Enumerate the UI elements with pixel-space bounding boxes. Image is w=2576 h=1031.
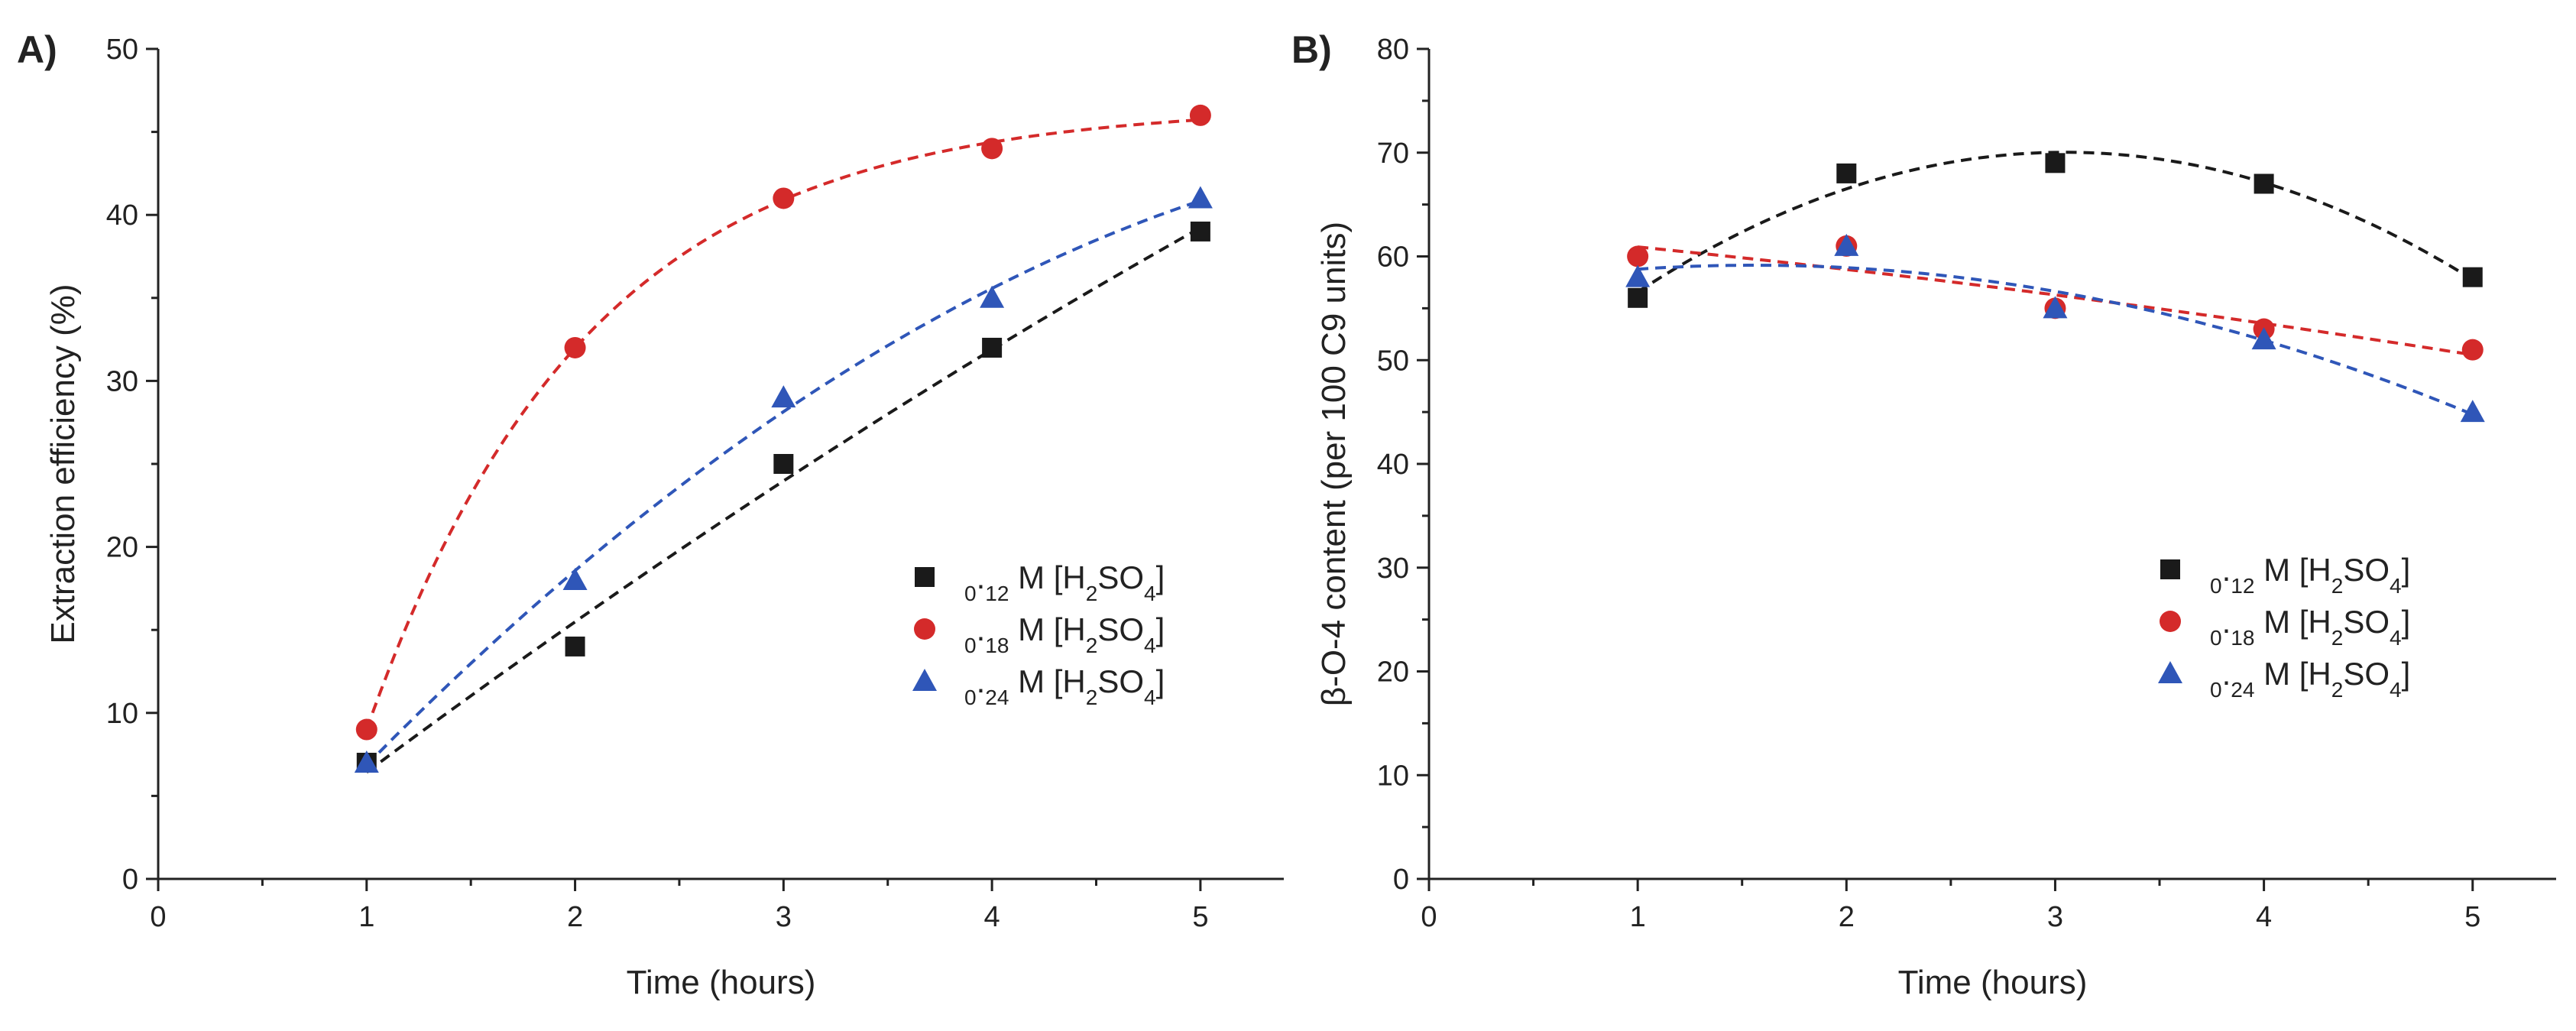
panel-a-legend-marker-2 (914, 618, 935, 640)
panel-b-series-1-point (2254, 173, 2274, 194)
y-tick-label: 0 (1393, 864, 1409, 896)
panel-a-series-2-point (564, 336, 586, 358)
panel-a-legend: 0.12 M [H2SO4] 0.18 M [H2SO4] 0.24 M [H2SO… (912, 559, 1165, 709)
y-tick-label: 20 (106, 532, 138, 564)
panel-b-legend-label-1: 0.12 M [H2SO4] (2210, 552, 2410, 598)
y-tick-label: 10 (106, 698, 138, 730)
y-tick-label: 0 (122, 864, 138, 896)
panel-b-legend-marker-3 (2158, 661, 2182, 683)
panel-b-series-1-point (2045, 153, 2066, 173)
panel-a-series-2-point (355, 718, 377, 741)
panel-a-legend-label-3: 0.24 M [H2SO4] (964, 663, 1165, 709)
panel-b-series-2-point (1627, 245, 1649, 267)
panel-a-legend-label-1: 0.12 M [H2SO4] (964, 559, 1165, 605)
y-tick-label: 40 (1377, 449, 1409, 481)
panel-b-x-axis-title: Time (hours) (1898, 964, 2088, 1001)
x-tick-label: 0 (150, 901, 166, 933)
y-tick-label: 40 (106, 199, 138, 232)
panel-a-series-3-point (771, 385, 796, 408)
y-tick-label: 80 (1377, 34, 1409, 66)
panel-a-series-1-point (982, 337, 1003, 358)
x-tick-label: 1 (358, 901, 374, 933)
y-tick-label: 70 (1377, 138, 1409, 170)
panel-a-label: A) (17, 28, 57, 71)
panel-b-series-1-point (2462, 267, 2483, 287)
x-tick-label: 0 (1421, 901, 1437, 933)
panel-b-series-1-fit-line (1637, 151, 2474, 293)
y-tick-label: 60 (1377, 242, 1409, 274)
panel-b-series-1-point (1628, 287, 1648, 308)
panel-a-series-2-point (981, 138, 1003, 160)
panel-b-series-3-point (2460, 400, 2485, 423)
panel-a-y-axis-title: Extraction efficiency (%) (44, 284, 82, 644)
panel-b-series-3-point (2043, 296, 2068, 319)
panel-a-legend-marker-3 (912, 669, 937, 691)
x-tick-label: 5 (2464, 901, 2480, 933)
panel-a-series-1-point (1190, 221, 1210, 242)
x-tick-label: 3 (776, 901, 792, 933)
panel-b-y-axis-title: β-O-4 content (per 100 C9 units) (1315, 222, 1353, 706)
panel-b-series-3-point (2251, 327, 2276, 350)
x-tick-label: 5 (1192, 901, 1208, 933)
panel-b-legend-label-2: 0.18 M [H2SO4] (2210, 604, 2410, 650)
panel-b-series-3-point (1625, 264, 1651, 287)
panel-b-legend-label-3: 0.24 M [H2SO4] (2210, 656, 2410, 702)
panel-b-series-2-point (2461, 339, 2484, 361)
panel-b-series-3-point (1834, 233, 1859, 256)
panel-a-series-3-point (562, 568, 588, 591)
y-tick-label: 20 (1377, 657, 1409, 689)
panel-a-series-3-point (980, 285, 1005, 308)
panel-b-series-1-point (1836, 163, 1857, 183)
panel-b-label: B) (1291, 28, 1332, 71)
x-tick-label: 2 (1839, 901, 1855, 933)
panel-b-series-3-fit-line (1637, 264, 2474, 417)
panel-b-legend-marker-1 (2160, 559, 2180, 579)
panel-a-legend-label-2: 0.18 M [H2SO4] (964, 611, 1165, 657)
panel-a-series-1-point (565, 636, 585, 657)
panel-a-series-1-fit-line (365, 226, 1201, 774)
panel-a-series-3-point (1188, 186, 1213, 209)
panel-a-legend-marker-1 (915, 567, 935, 587)
y-tick-label: 30 (1377, 553, 1409, 585)
x-tick-label: 4 (2256, 901, 2272, 933)
panel-a-x-axis-title: Time (hours) (627, 964, 816, 1001)
panel-a-series-2-point (773, 187, 795, 209)
x-tick-label: 2 (567, 901, 583, 933)
panel-a-series-2-point (1189, 104, 1211, 126)
panel-b-legend: 0.12 M [H2SO4] 0.18 M [H2SO4] 0.24 M [H2SO… (2158, 552, 2410, 702)
panel-a-series-3-fit-line (365, 199, 1201, 767)
y-tick-label: 10 (1377, 760, 1409, 792)
panel-b-legend-marker-2 (2160, 611, 2181, 632)
x-tick-label: 4 (984, 901, 1000, 933)
y-tick-label: 50 (1377, 345, 1409, 377)
x-tick-label: 1 (1630, 901, 1646, 933)
panel-a-series-3-point (354, 750, 379, 773)
x-tick-label: 3 (2047, 901, 2063, 933)
y-tick-label: 50 (106, 34, 138, 66)
y-tick-label: 30 (106, 365, 138, 397)
panel-a-series-1-point (773, 454, 794, 474)
